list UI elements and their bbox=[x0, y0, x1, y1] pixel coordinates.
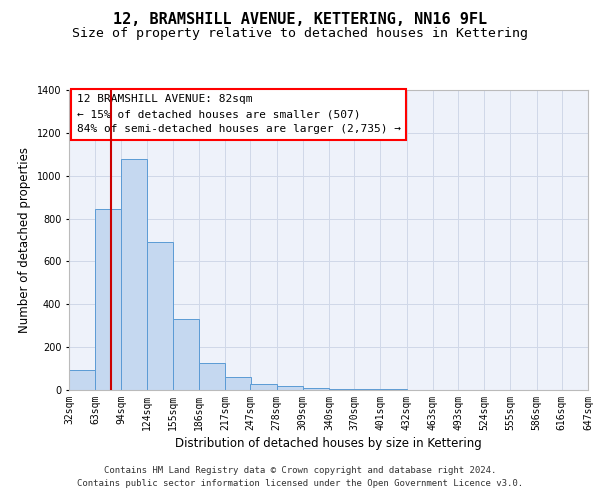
Bar bbox=[277, 386, 303, 390]
Text: Contains HM Land Registry data © Crown copyright and database right 2024.
Contai: Contains HM Land Registry data © Crown c… bbox=[77, 466, 523, 487]
Bar bbox=[303, 388, 329, 390]
Bar bbox=[199, 363, 225, 390]
Bar bbox=[146, 242, 173, 390]
Y-axis label: Number of detached properties: Number of detached properties bbox=[18, 147, 31, 333]
Bar bbox=[95, 209, 121, 390]
Bar bbox=[225, 377, 251, 390]
Bar bbox=[173, 320, 199, 390]
Text: 12 BRAMSHILL AVENUE: 82sqm
← 15% of detached houses are smaller (507)
84% of sem: 12 BRAMSHILL AVENUE: 82sqm ← 15% of deta… bbox=[77, 94, 401, 134]
Bar bbox=[121, 158, 148, 390]
Bar bbox=[250, 384, 277, 390]
Bar bbox=[329, 389, 355, 390]
Bar bbox=[354, 389, 380, 390]
Bar bbox=[69, 370, 95, 390]
Text: 12, BRAMSHILL AVENUE, KETTERING, NN16 9FL: 12, BRAMSHILL AVENUE, KETTERING, NN16 9F… bbox=[113, 12, 487, 28]
X-axis label: Distribution of detached houses by size in Kettering: Distribution of detached houses by size … bbox=[175, 437, 482, 450]
Text: Size of property relative to detached houses in Kettering: Size of property relative to detached ho… bbox=[72, 28, 528, 40]
